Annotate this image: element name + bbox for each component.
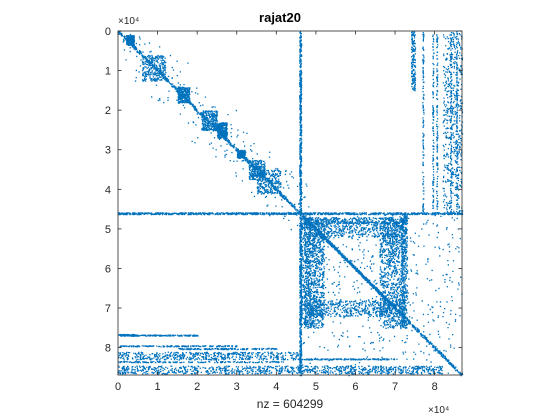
x-tick-label: 1 (155, 381, 161, 393)
x-tick-label: 6 (352, 381, 358, 393)
y-tick-label: 6 (105, 263, 111, 275)
y-tick-label: 3 (105, 145, 111, 157)
x-tick-label: 3 (234, 381, 240, 393)
y-tick-label: 7 (105, 303, 111, 315)
axes-box (117, 30, 463, 376)
x-axis-ticks: 0 1 2 3 4 5 6 7 8 (115, 31, 438, 393)
plot-area: 0 1 2 3 4 5 6 7 8 0 1 2 3 4 5 6 7 8 (105, 26, 464, 393)
y-axis-exponent: ×10⁴ (118, 16, 139, 27)
nonzero-markers (118, 31, 464, 377)
y-tick-label: 1 (105, 66, 111, 78)
y-tick-label: 5 (105, 224, 111, 236)
y-tick-label: 4 (105, 184, 111, 196)
nonzero-marker-cloud (118, 31, 464, 377)
x-axis-label: nz = 604299 (257, 397, 324, 411)
y-tick-label: 2 (105, 105, 111, 117)
x-tick-label: 5 (313, 381, 319, 393)
x-axis-exponent: ×10⁴ (428, 405, 449, 416)
x-tick-label: 0 (115, 381, 121, 393)
x-tick-label: 8 (432, 381, 438, 393)
y-tick-label: 8 (105, 343, 111, 355)
y-tick-label: 0 (105, 26, 111, 38)
chart-title: rajat20 (259, 10, 301, 25)
x-tick-label: 7 (392, 381, 398, 393)
x-tick-label: 4 (273, 381, 279, 393)
y-axis-ticks: 0 1 2 3 4 5 6 7 8 (105, 26, 462, 355)
x-tick-label: 2 (194, 381, 200, 393)
